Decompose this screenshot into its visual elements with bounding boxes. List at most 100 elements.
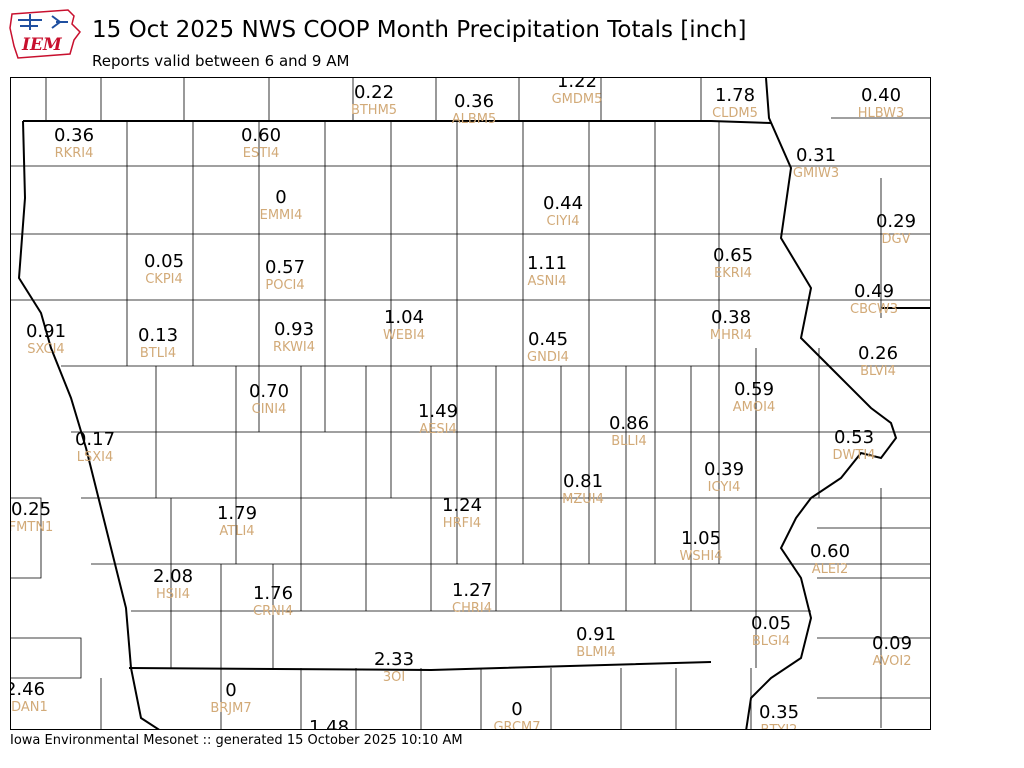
precip-value: 1.22 [556,77,598,92]
station-marker: 0.59 AMOI4 [732,379,776,416]
precip-value: 0.53 [833,427,875,448]
station-id: CKPI4 [145,272,183,287]
station-id: MZUI4 [562,492,604,507]
station-id: EMMI4 [259,208,303,223]
precip-value: 0.29 [875,211,917,232]
station-marker: 1.04 WEBI4 [382,307,426,344]
precip-value: 0.91 [25,321,67,342]
precip-value: 1.04 [383,307,425,328]
station-marker: 1.24 HRFI4 [442,496,482,532]
station-id: WEBI4 [382,328,426,343]
station-id: CIYI4 [546,214,580,229]
station-id: HLBW3 [857,106,905,121]
precip-value: 0.05 [143,251,185,272]
station-id: HSII4 [156,587,190,602]
station-marker: 1.22 GMDM5 [551,77,603,107]
precip-value: 0.05 [750,613,792,634]
station-marker: 0.40 HLBW3 [857,86,905,122]
station-marker: 0.91 SXCI4 [25,321,67,358]
station-id: BLLI4 [611,434,647,449]
station-id: BLMI4 [576,645,616,660]
map-subtitle: Reports valid between 6 and 9 AM [92,52,350,70]
station-id: GNDI4 [527,350,569,365]
station-marker: 0.36 RKRI4 [53,125,95,162]
precip-value: 0.60 [809,541,851,562]
station-id: ALEI2 [811,562,849,577]
station-id: LSXI4 [76,450,114,465]
station-marker: 0.53 DWTI4 [832,427,876,464]
station-marker: 0.45 GNDI4 [527,329,569,366]
station-id: SXCI4 [27,342,65,357]
precip-value: 0.81 [562,471,604,492]
iem-logo: IEM [8,6,86,62]
station-marker: 0 EMMI4 [259,187,303,224]
station-id: GMDM5 [551,92,603,107]
precip-value: 0.91 [575,624,617,645]
station-marker: 0.44 CIYI4 [543,194,583,230]
map-title: 15 Oct 2025 NWS COOP Month Precipitation… [92,17,747,43]
station-id: AMOI4 [732,400,776,415]
precip-value: 0.57 [264,257,306,278]
station-marker: 0.86 BLLI4 [608,413,650,450]
station-id: MHRI4 [709,328,753,343]
precip-value: 0.45 [527,329,569,350]
precip-value: 0.26 [857,343,899,364]
station-marker: 2.08 HSII4 [153,567,193,603]
station-id: EKRI4 [714,266,752,281]
precip-value: 0.13 [137,325,179,346]
station-marker: 1.78 CLDM5 [712,86,758,122]
precip-value: 1.49 [417,401,459,422]
station-marker: 0.22 BTHM5 [351,83,397,119]
precip-value: 2.46 [11,679,46,700]
station-marker: 1.05 WSHI4 [679,528,723,565]
precip-value: 0.25 [10,499,52,520]
station-id: CINI4 [251,402,287,417]
station-marker: 0.35BTYI2 [759,703,799,730]
station-marker: 0.38 MHRI4 [709,307,753,344]
precip-value: 1.27 [451,580,493,601]
station-marker: 1.79 ATLI4 [217,504,257,540]
station-marker: 0.57 POCI4 [264,257,306,294]
station-marker: 0.25 FMTN1 [10,499,53,536]
station-id: WSHI4 [679,549,723,564]
precip-value: 1.05 [680,528,722,549]
precip-value: 0.39 [703,459,745,480]
logo-text: IEM [21,35,63,55]
precip-value: 1.76 [252,583,294,604]
station-marker: 0 GRCM7 [493,700,540,730]
precip-value: 0.38 [710,307,752,328]
station-id: HRFI4 [442,516,482,531]
station-marker: 0.31 GMIW3 [793,146,839,182]
station-id: ALBM5 [451,112,497,127]
precip-value: 0.86 [608,413,650,434]
station-id: BTYI2 [759,723,799,729]
station-id: RKWI4 [272,340,316,355]
station-id: CHRI4 [451,601,492,616]
precip-value: 0 [275,187,287,208]
precip-value: 0.49 [853,281,895,302]
station-marker: 0.70 CINI4 [248,381,290,418]
station-marker: 0.60 ALEI2 [809,541,851,578]
station-id: AESI4 [419,422,457,437]
station-id: BLGI4 [751,634,791,649]
station-marker: 2.46ADAN1 [11,679,48,716]
station-marker: 0.05 CKPI4 [143,251,185,288]
precip-value: 0.36 [53,125,95,146]
station-id: POCI4 [265,278,305,293]
precip-value: 2.33 [373,649,415,670]
station-marker: 0.49 CBCW3 [850,281,898,318]
station-id: CLDM5 [712,106,758,121]
station-marker: 1.48 [309,718,349,730]
precip-value: 0.93 [273,319,315,340]
station-id: ESTI4 [242,146,280,161]
station-marker: 0.81 MZUI4 [562,471,604,508]
station-id: ATLI4 [219,524,255,539]
precip-value: 1.48 [308,717,350,730]
precip-value: 0.65 [712,245,754,266]
station-id: DWTI4 [832,448,876,463]
precip-value: 0.09 [871,633,913,654]
precip-value: 0.59 [733,379,775,400]
station-id: RKRI4 [54,146,94,161]
precip-value: 0.70 [248,381,290,402]
precip-value: 1.11 [526,253,568,274]
